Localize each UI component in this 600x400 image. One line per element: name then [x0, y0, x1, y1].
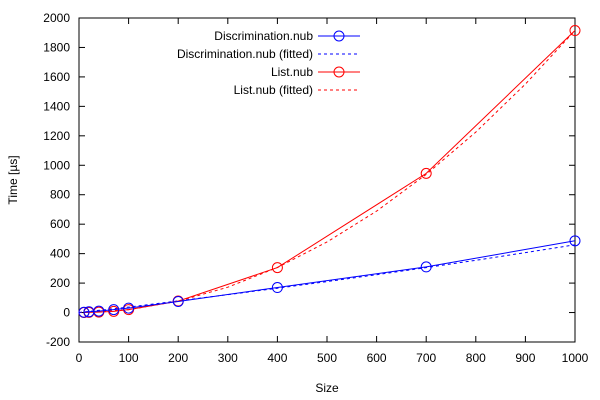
- x-tick-label: 800: [466, 351, 486, 365]
- legend: Discrimination.nub Discrimination.nub (fi…: [177, 29, 360, 97]
- x-tick-label: 900: [515, 351, 535, 365]
- series-line-discrimination-nub: [83, 240, 576, 313]
- series-line-list-nub-fitted: [78, 30, 576, 313]
- legend-marker-list-nub: [333, 66, 345, 78]
- y-tick-label: 0: [63, 306, 70, 320]
- data-point-discrimination-nub: [172, 296, 184, 307]
- x-axis-ticks: 0 100 200 300 400 500 600 700 800 900 1000: [76, 18, 589, 365]
- y-tick-label: 400: [50, 247, 70, 261]
- x-tick-label: 400: [267, 351, 287, 365]
- x-tick-label: 100: [119, 351, 139, 365]
- data-point-discrimination-nub: [93, 305, 105, 317]
- x-tick-label: 200: [168, 351, 188, 365]
- legend-marker-discrimination-nub: [333, 30, 345, 42]
- y-tick-label: 1600: [43, 70, 70, 84]
- y-axis-ticks: -200 0 200 400 600 800 1000 1200 1400 1600 1800 200…: [43, 11, 575, 349]
- data-point-discrimination-nub: [123, 302, 135, 314]
- legend-label-list-nub-fitted: List.nub (fitted): [234, 83, 313, 97]
- x-tick-label: 500: [317, 351, 337, 365]
- legend-label-discrimination-nub-fitted: Discrimination.nub (fitted): [177, 47, 313, 61]
- y-tick-label: 1400: [43, 99, 70, 113]
- legend-label-discrimination-nub: Discrimination.nub: [214, 29, 313, 43]
- data-point-discrimination-nub: [78, 306, 90, 318]
- data-point-list-nub: [271, 262, 283, 274]
- y-axis-label: Time [µs]: [6, 155, 20, 204]
- y-tick-label: 800: [50, 188, 70, 202]
- series-line-list-nub: [83, 30, 576, 313]
- y-tick-label: 2000: [43, 11, 70, 25]
- data-point-discrimination-nub: [420, 261, 432, 273]
- y-tick-label: 600: [50, 217, 70, 231]
- data-point-discrimination-nub: [569, 235, 581, 247]
- x-tick-label: 0: [76, 351, 83, 365]
- x-tick-label: 700: [416, 351, 436, 365]
- x-axis-label: Size: [315, 381, 339, 395]
- data-point-discrimination-nub: [271, 282, 283, 294]
- x-tick-label: 600: [367, 351, 387, 365]
- y-tick-label: 1800: [43, 40, 70, 54]
- data-point-list-nub: [569, 25, 581, 37]
- data-point-discrimination-nub: [108, 304, 120, 316]
- data-point-list-nub: [420, 167, 432, 179]
- series-group: [78, 25, 581, 319]
- plot-frame: [78, 17, 576, 343]
- y-tick-label: 200: [50, 276, 70, 290]
- x-tick-label: 300: [218, 351, 238, 365]
- legend-label-list-nub: List.nub: [271, 65, 313, 79]
- y-tick-label: 1200: [43, 129, 70, 143]
- x-tick-label: 1000: [562, 351, 589, 365]
- y-tick-label: 1000: [43, 158, 70, 172]
- y-tick-label: -200: [46, 335, 70, 349]
- series-line-discrimination-nub-fitted: [78, 244, 576, 313]
